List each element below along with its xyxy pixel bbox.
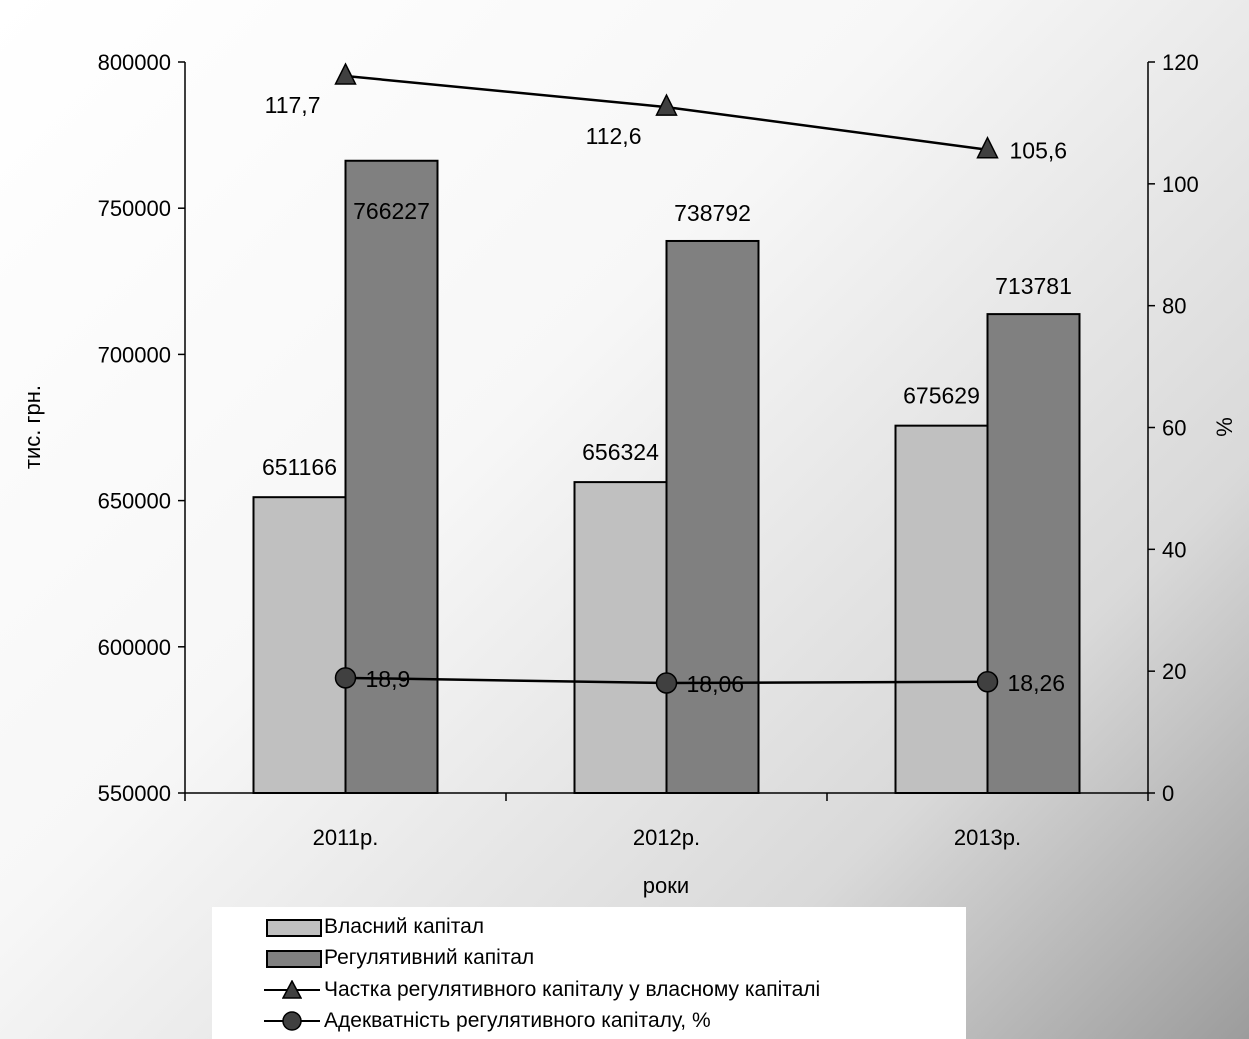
- legend-item-share: Частка регулятивного капіталу у власному…: [264, 976, 820, 1004]
- data-label: 18,9: [366, 666, 411, 692]
- bar: [894, 424, 989, 794]
- y2-tick-label: 80: [1162, 294, 1186, 319]
- bar: [573, 481, 668, 794]
- bar: [665, 239, 760, 795]
- circle-marker: [655, 672, 678, 694]
- x-tick-label: 2012р.: [633, 825, 700, 850]
- legend-swatch: [264, 947, 322, 969]
- x-tick-label: 2011р.: [313, 825, 379, 850]
- circle-marker-icon: [264, 1010, 322, 1032]
- bar: [986, 313, 1081, 794]
- y2-tick-label: 60: [1162, 416, 1186, 441]
- data-label: 105,6: [1010, 138, 1068, 164]
- data-label: 656324: [582, 439, 659, 465]
- data-label: 766227: [353, 198, 430, 224]
- legend-label: Регулятивний капітал: [324, 946, 535, 969]
- data-label: 738792: [674, 200, 751, 226]
- y2-tick-label: 0: [1162, 781, 1174, 806]
- y-tick-label: 650000: [98, 489, 171, 514]
- triangle-marker-icon: [264, 979, 322, 1001]
- data-label: 117,7: [265, 92, 321, 118]
- x-axis-title: роки: [643, 873, 689, 898]
- triangle-marker: [655, 93, 678, 116]
- y2-tick-label: 40: [1162, 537, 1186, 562]
- y-axis-title: тис. грн.: [20, 385, 45, 469]
- y-tick-label: 800000: [98, 50, 171, 75]
- triangle-marker: [334, 62, 357, 85]
- y-tick-label: 750000: [98, 196, 171, 221]
- y2-tick-label: 120: [1162, 50, 1199, 75]
- circle-marker: [976, 671, 999, 693]
- triangle-marker: [976, 136, 999, 159]
- legend-item-own-capital: Власний капітал: [264, 913, 484, 941]
- bar: [344, 159, 439, 794]
- legend-label: Частка регулятивного капіталу у власному…: [324, 978, 821, 1001]
- y2-tick-label: 20: [1162, 659, 1186, 684]
- x-tick-label: 2013р.: [954, 825, 1021, 850]
- bar: [252, 496, 347, 794]
- data-label: 112,6: [586, 123, 642, 149]
- y-tick-label: 600000: [98, 635, 171, 660]
- y2-axis-title: %: [1212, 417, 1237, 437]
- data-label: 18,06: [687, 671, 745, 697]
- legend-label: Адекватність регулятивного капіталу, %: [324, 1009, 711, 1032]
- y-tick-label: 700000: [98, 342, 171, 367]
- y-tick-label: 550000: [98, 781, 171, 806]
- legend: Власний капітал Регулятивний капітал Час…: [212, 907, 966, 1039]
- y2-tick-label: 100: [1162, 172, 1199, 197]
- legend-item-regulatory-capital: Регулятивний капітал: [264, 944, 534, 972]
- data-label: 675629: [903, 383, 980, 409]
- legend-item-adequacy: Адекватність регулятивного капіталу, %: [264, 1007, 711, 1035]
- circle-marker: [334, 667, 357, 689]
- data-label: 713781: [995, 273, 1072, 299]
- legend-swatch: [264, 916, 322, 938]
- data-label: 651166: [262, 454, 337, 480]
- legend-label: Власний капітал: [324, 915, 485, 938]
- data-label: 18,26: [1008, 670, 1066, 696]
